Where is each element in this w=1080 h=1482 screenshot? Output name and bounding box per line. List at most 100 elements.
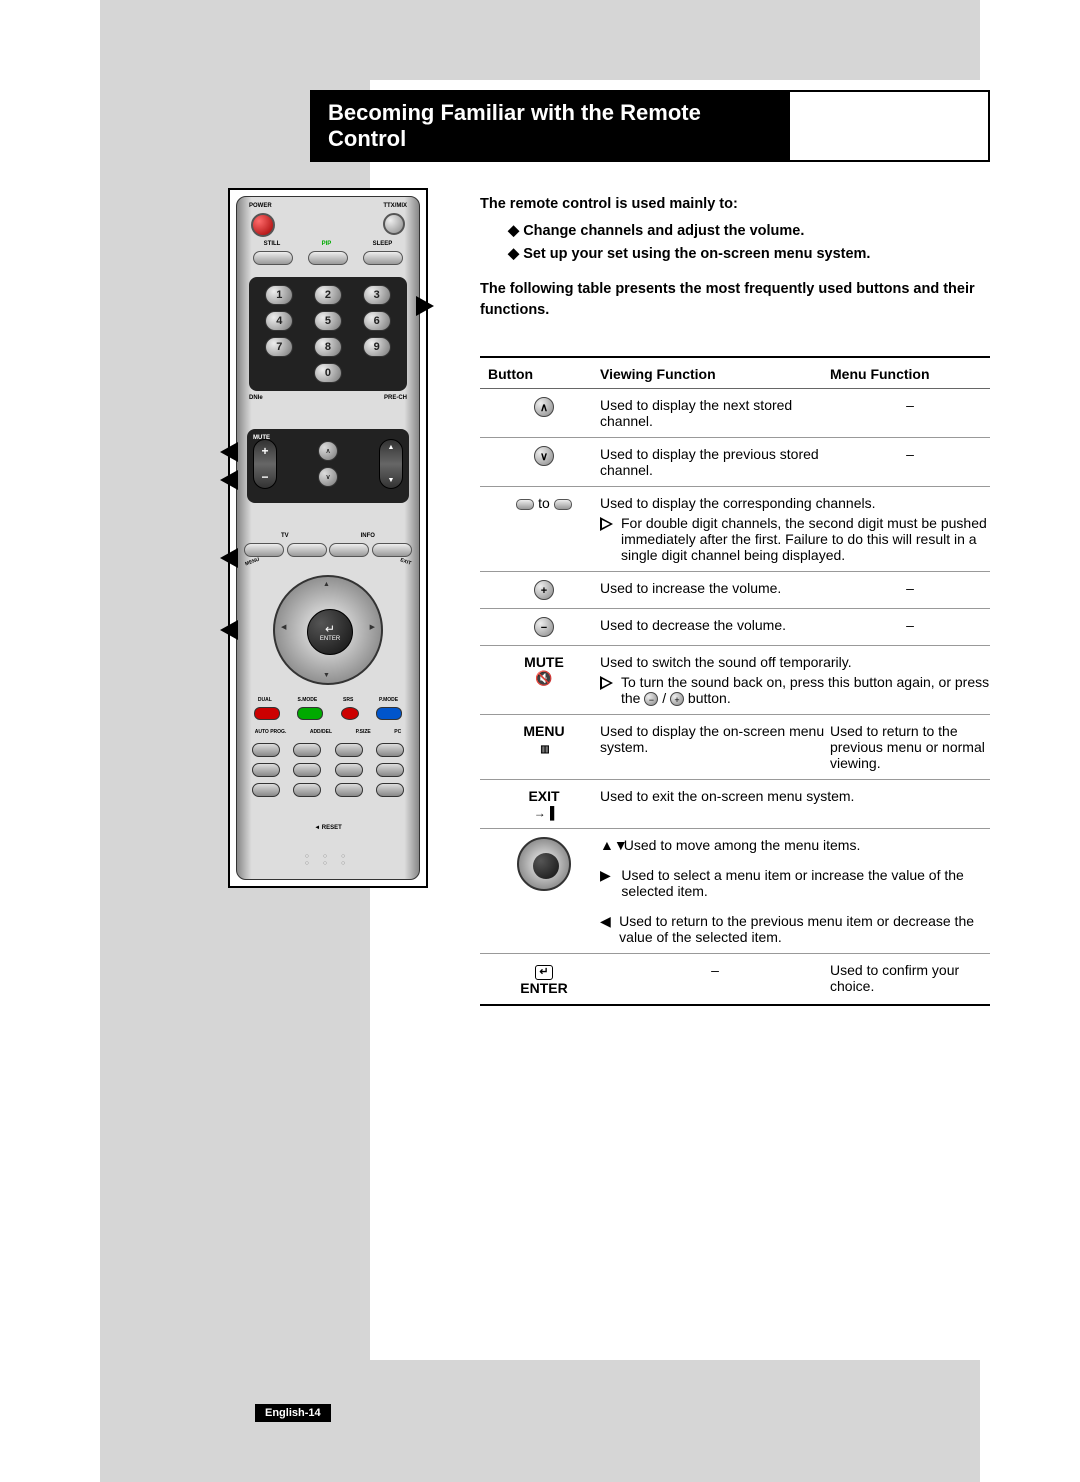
note-arrow-icon	[600, 676, 613, 690]
table-row: MUTE🔇 Used to switch the sound off tempo…	[480, 646, 990, 715]
br6	[293, 763, 321, 777]
table-row: ∨ Used to display the previous stored ch…	[480, 438, 990, 487]
hdr-viewing: Viewing Function	[600, 366, 830, 382]
right-arrow-icon: ▶	[600, 867, 614, 899]
minus-icon: −	[644, 692, 658, 706]
cell-viewing: Used to exit the on-screen menu system.	[600, 788, 854, 804]
table-row: EXIT →▐ Used to exit the on-screen menu s…	[480, 780, 990, 829]
enter-icon: ↵	[535, 965, 552, 980]
num-1: 1	[265, 285, 293, 305]
cell-menu: –	[830, 617, 990, 633]
exit-label-remote: EXIT	[399, 557, 412, 566]
callout-arrow-icon	[220, 470, 238, 490]
mute-icon: 🔇	[535, 670, 552, 686]
num-4: 4	[265, 311, 293, 331]
table-row: − Used to decrease the volume.–	[480, 609, 990, 646]
dual-label: DUAL	[258, 697, 272, 703]
page-number: English-14	[255, 1404, 331, 1422]
info-pill	[329, 543, 369, 557]
br7	[335, 763, 363, 777]
menu-pill	[244, 543, 284, 557]
blue-button	[376, 707, 402, 720]
exit-icon: →▐	[534, 806, 555, 820]
ch-down-icon: ∨	[534, 446, 554, 466]
cell-viewing: Used to switch the sound off temporarily…	[600, 654, 990, 670]
still-button-icon	[253, 251, 293, 265]
menu-label-remote: MENU	[244, 557, 260, 568]
sleep-label: SLEEP	[373, 241, 393, 247]
pip-button-icon	[308, 251, 348, 265]
callout-arrow-icon	[220, 442, 238, 462]
cell-viewing: –	[600, 962, 830, 994]
exit-label: EXIT	[488, 788, 600, 804]
br1	[252, 743, 280, 757]
cell-viewing: Used to display the corresponding channe…	[600, 495, 990, 511]
cell-menu: –	[830, 580, 990, 596]
pmode-label: P.MODE	[379, 697, 398, 703]
up-down-arrow-icon: ▲▼	[600, 837, 616, 853]
br2	[293, 743, 321, 757]
digit-pill-icon	[554, 499, 572, 510]
cell-menu: Used to confirm your choice.	[830, 962, 990, 994]
intro-note: The following table presents the most fr…	[480, 279, 980, 321]
mute-note: To turn the sound back on, press this bu…	[621, 674, 990, 706]
tv-pill	[287, 543, 327, 557]
hdr-menu: Menu Function	[830, 366, 990, 382]
left-arrow-icon: ◀	[600, 913, 611, 945]
power-label: POWER	[249, 203, 272, 209]
dpad: ▲ ▼ ◀ ▶ ENTER	[237, 575, 419, 685]
table-row: + Used to increase the volume.–	[480, 572, 990, 609]
sleep-button-icon	[363, 251, 403, 265]
num-2: 2	[314, 285, 342, 305]
ch-up-icon: ∧	[534, 397, 554, 417]
page-title: Becoming Familiar with the Remote Contro…	[310, 92, 790, 160]
num-8: 8	[314, 337, 342, 357]
cell-menu: –	[830, 446, 990, 478]
br11	[335, 783, 363, 797]
srs-label: SRS	[343, 697, 353, 703]
dpad-updown-text: Used to move among the menu items.	[624, 837, 861, 853]
power-button-icon	[251, 213, 275, 237]
autoprog-label: AUTO PROG.	[255, 729, 287, 735]
br12	[376, 783, 404, 797]
mute-label: MUTE	[488, 654, 600, 670]
digit-note: For double digit channels, the second di…	[621, 515, 990, 563]
ch-pill: ▲▼	[379, 439, 403, 489]
enter-button-icon: ENTER	[307, 609, 353, 655]
mute-label-remote: MUTE	[253, 435, 270, 441]
vol-pill: +−	[253, 439, 277, 489]
intro-lead: The remote control is used mainly to:	[480, 194, 980, 215]
srs-button	[341, 707, 359, 720]
num-0: 0	[314, 363, 342, 383]
ttx-button-icon	[383, 213, 405, 235]
adddel-label: ADD/DEL	[310, 729, 332, 735]
cell-viewing: Used to display the next stored channel.	[600, 397, 830, 429]
page-background: Becoming Familiar with the Remote Contro…	[100, 0, 980, 1482]
menu-icon: ▥	[540, 744, 547, 755]
table-row: ▲▼ Used to move among the menu items. ▶ …	[480, 829, 990, 954]
dnie-label: DNIe	[249, 395, 263, 401]
dpad-icon	[517, 837, 571, 891]
plus-icon: +	[670, 692, 684, 706]
vol-down-icon: −	[534, 617, 554, 637]
psize-label: P.SIZE	[356, 729, 371, 735]
num-7: 7	[265, 337, 293, 357]
br8	[376, 763, 404, 777]
pip-label: PIP	[322, 241, 332, 247]
num-5: 5	[314, 311, 342, 331]
table-row: ∧ Used to display the next stored channe…	[480, 389, 990, 438]
prech-label: PRE-CH	[384, 395, 407, 401]
dpad-right-text: Used to select a menu item or increase t…	[621, 867, 990, 899]
table-header: Button Viewing Function Menu Function	[480, 356, 990, 389]
red-button	[254, 707, 280, 720]
callout-arrow-icon	[220, 620, 238, 640]
ch-up-icon: ∧	[318, 441, 338, 461]
intro-bullet: Change channels and adjust the volume.	[508, 221, 980, 242]
num-9: 9	[363, 337, 391, 357]
br9	[252, 783, 280, 797]
vol-up-icon: +	[534, 580, 554, 600]
cell-viewing: Used to decrease the volume.	[600, 617, 830, 633]
br10	[293, 783, 321, 797]
num-6: 6	[363, 311, 391, 331]
reset-label: RESET	[322, 825, 342, 831]
